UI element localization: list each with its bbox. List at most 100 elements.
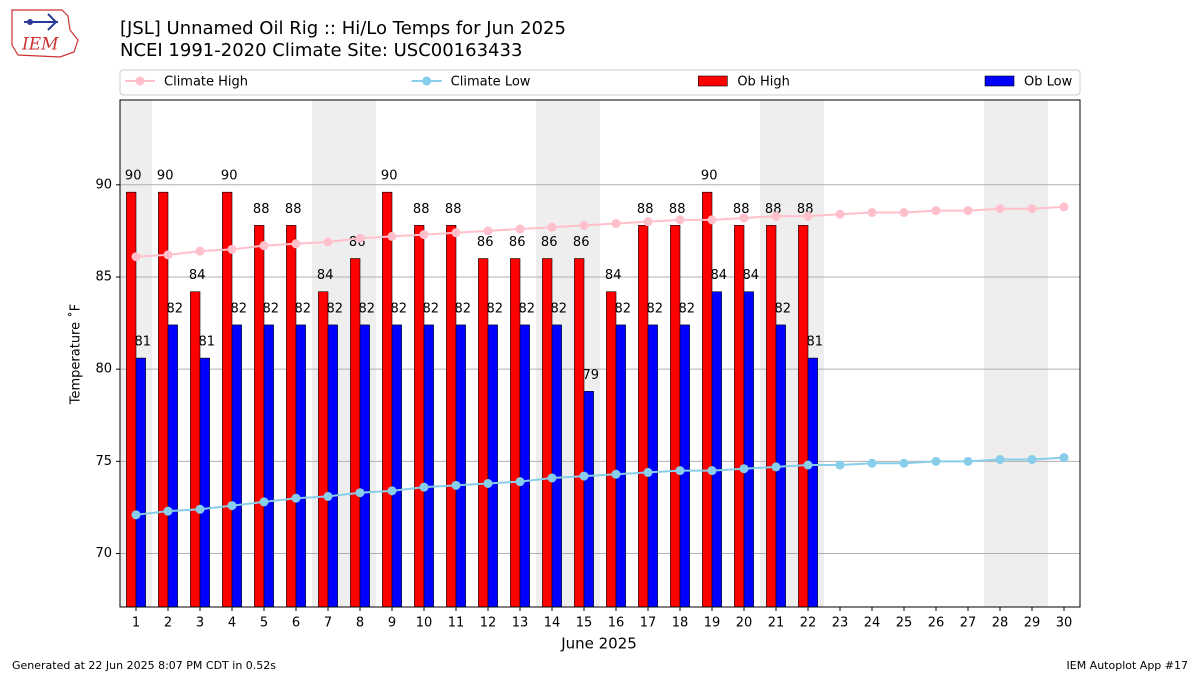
bar: [327, 324, 338, 608]
bar: [519, 324, 530, 608]
marker: [355, 488, 365, 498]
marker: [227, 501, 237, 511]
marker: [931, 206, 941, 216]
marker: [387, 231, 397, 241]
bar: [254, 225, 265, 608]
bar: [551, 324, 562, 608]
y-tick-label: 75: [95, 454, 112, 469]
data-label: 84: [189, 268, 206, 283]
marker: [803, 211, 813, 221]
bar: [318, 291, 329, 608]
x-tick-label: 11: [448, 616, 465, 631]
x-tick-label: 3: [196, 616, 204, 631]
marker: [451, 480, 461, 490]
y-tick-label: 80: [95, 362, 112, 377]
data-label: 84: [317, 268, 334, 283]
marker: [707, 466, 717, 476]
bar: [711, 291, 722, 608]
data-label: 82: [359, 301, 376, 316]
marker: [963, 206, 973, 216]
marker: [611, 469, 621, 479]
marker: [675, 215, 685, 225]
marker: [259, 241, 269, 251]
data-label: 82: [295, 301, 312, 316]
data-label: 86: [541, 235, 558, 250]
bar: [446, 225, 457, 608]
legend-swatch: [698, 75, 728, 87]
data-label: 82: [615, 301, 632, 316]
bar: [702, 191, 713, 608]
bar: [414, 225, 425, 608]
marker: [579, 220, 589, 230]
x-tick-label: 6: [292, 616, 300, 631]
x-tick-label: 30: [1056, 616, 1073, 631]
data-label: 82: [519, 301, 536, 316]
marker: [1059, 202, 1069, 212]
legend-label: Climate Low: [451, 75, 531, 90]
data-label: 84: [711, 268, 728, 283]
line: [135, 205, 1065, 258]
bar: [423, 324, 434, 608]
weekend-band: [984, 100, 1016, 607]
marker: [291, 239, 301, 249]
marker: [931, 456, 941, 466]
y-tick-label: 70: [95, 546, 112, 561]
marker: [419, 230, 429, 240]
bar: [487, 324, 498, 608]
data-label: 82: [423, 301, 440, 316]
legend-marker: [135, 76, 145, 86]
marker: [451, 228, 461, 238]
marker: [227, 244, 237, 254]
data-label: 88: [733, 202, 750, 217]
bar: [606, 291, 617, 608]
x-tick-label: 9: [388, 616, 396, 631]
marker: [323, 237, 333, 247]
bar: [295, 324, 306, 608]
legend-marker: [422, 76, 432, 86]
legend-label: Ob High: [737, 75, 790, 90]
y-tick-label: 85: [95, 269, 112, 284]
plot-frame: [119, 99, 1081, 608]
marker: [547, 473, 557, 483]
logo-text: IEM: [21, 35, 59, 55]
x-tick-label: 27: [960, 616, 977, 631]
marker: [835, 460, 845, 470]
bar: [638, 225, 649, 608]
bar: [574, 258, 585, 608]
chart-title: [JSL] Unnamed Oil Rig :: Hi/Lo Temps for…: [120, 18, 566, 39]
marker: [515, 224, 525, 234]
marker: [739, 213, 749, 223]
bar: [222, 191, 233, 608]
data-label: 90: [701, 169, 718, 184]
bar: [263, 324, 274, 608]
data-label: 88: [637, 202, 654, 217]
data-label: 88: [413, 202, 430, 217]
marker: [291, 493, 301, 503]
marker: [739, 464, 749, 474]
logo: IEM: [11, 9, 79, 58]
x-tick-label: 8: [356, 616, 364, 631]
marker: [483, 226, 493, 236]
chart-subtitle: NCEI 1991-2020 Climate Site: USC00163433: [120, 40, 522, 61]
legend-label: Ob Low: [1024, 75, 1073, 90]
x-tick-label: 13: [512, 616, 529, 631]
marker: [803, 460, 813, 470]
bar: [199, 357, 210, 608]
marker: [995, 204, 1005, 214]
bar: [798, 225, 809, 608]
data-label: 82: [647, 301, 664, 316]
data-label: 86: [477, 235, 494, 250]
x-tick-label: 23: [832, 616, 849, 631]
footer-left: Generated at 22 Jun 2025 8:07 PM CDT in …: [12, 659, 276, 672]
data-label: 86: [509, 235, 526, 250]
data-label: 90: [221, 169, 238, 184]
data-label: 88: [669, 202, 686, 217]
x-tick-label: 7: [324, 616, 332, 631]
data-label: 90: [157, 169, 174, 184]
marker: [1027, 455, 1037, 465]
marker: [611, 219, 621, 229]
bar: [679, 324, 690, 608]
marker: [675, 466, 685, 476]
data-label: 88: [445, 202, 462, 217]
